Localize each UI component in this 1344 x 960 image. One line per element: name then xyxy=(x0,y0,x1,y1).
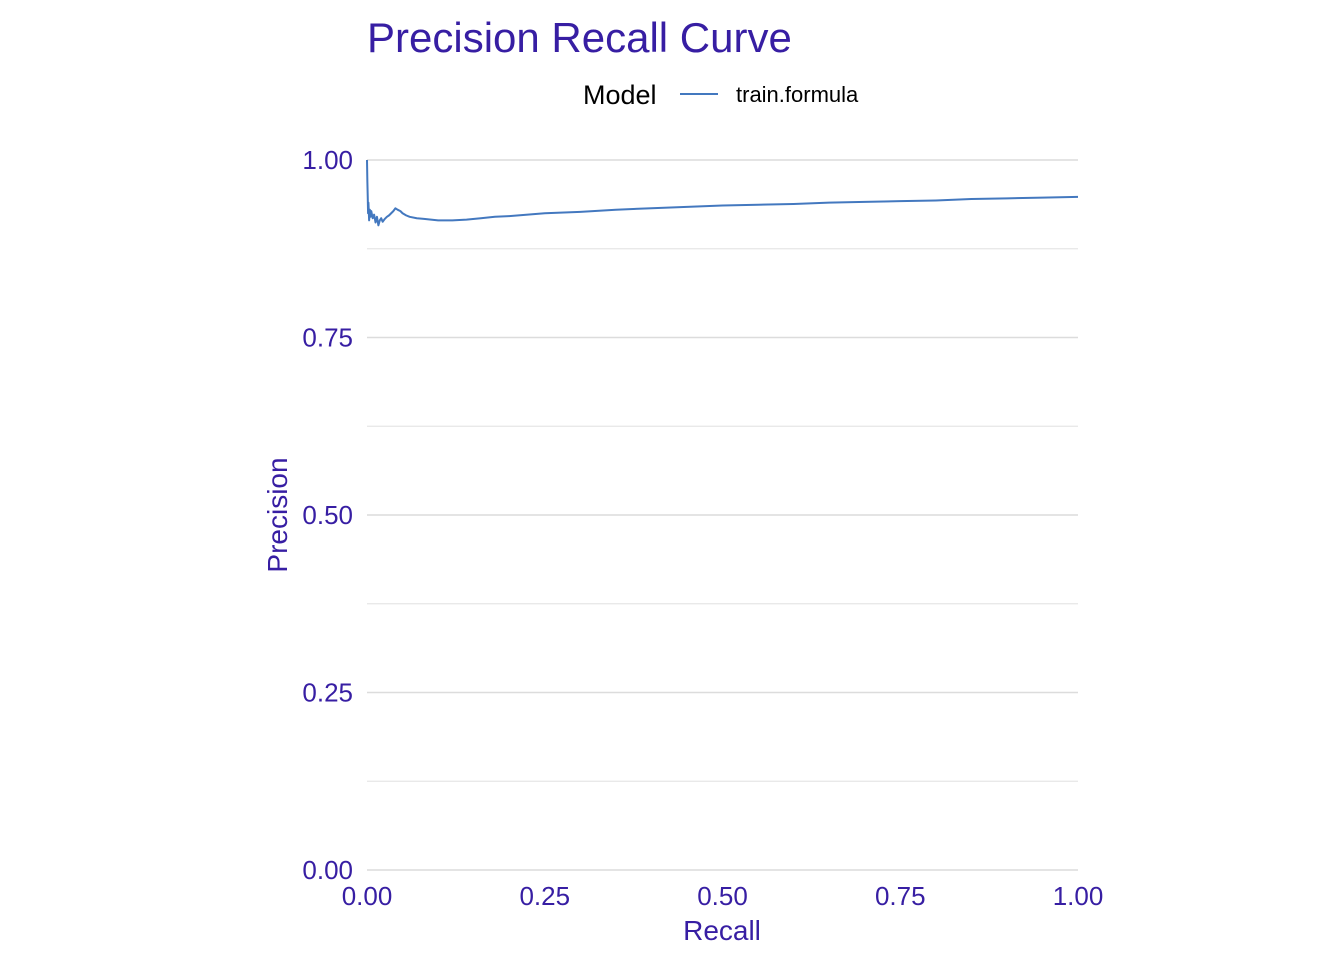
y-tick-label: 1.00 xyxy=(302,145,353,175)
x-tick-label: 0.00 xyxy=(342,881,393,911)
y-axis-label: Precision xyxy=(262,457,293,572)
y-axis-tick-labels: 0.00 0.25 0.50 0.75 1.00 xyxy=(302,145,353,885)
x-tick-label: 0.75 xyxy=(875,881,926,911)
x-tick-label: 0.50 xyxy=(697,881,748,911)
y-tick-label: 0.50 xyxy=(302,500,353,530)
gridlines xyxy=(367,159,1078,871)
series-layer xyxy=(366,159,1079,227)
legend: Model train.formula xyxy=(583,80,859,110)
series-line-train-formula xyxy=(366,159,1079,227)
x-tick-label: 1.00 xyxy=(1053,881,1104,911)
legend-label-train-formula: train.formula xyxy=(736,82,859,107)
chart-title: Precision Recall Curve xyxy=(367,14,792,61)
x-axis-label: Recall xyxy=(683,915,761,946)
x-axis-tick-labels: 0.00 0.25 0.50 0.75 1.00 xyxy=(342,881,1104,911)
legend-title: Model xyxy=(583,80,657,110)
y-tick-label: 0.75 xyxy=(302,323,353,353)
y-tick-label: 0.00 xyxy=(302,855,353,885)
x-tick-label: 0.25 xyxy=(519,881,570,911)
y-tick-label: 0.25 xyxy=(302,678,353,708)
